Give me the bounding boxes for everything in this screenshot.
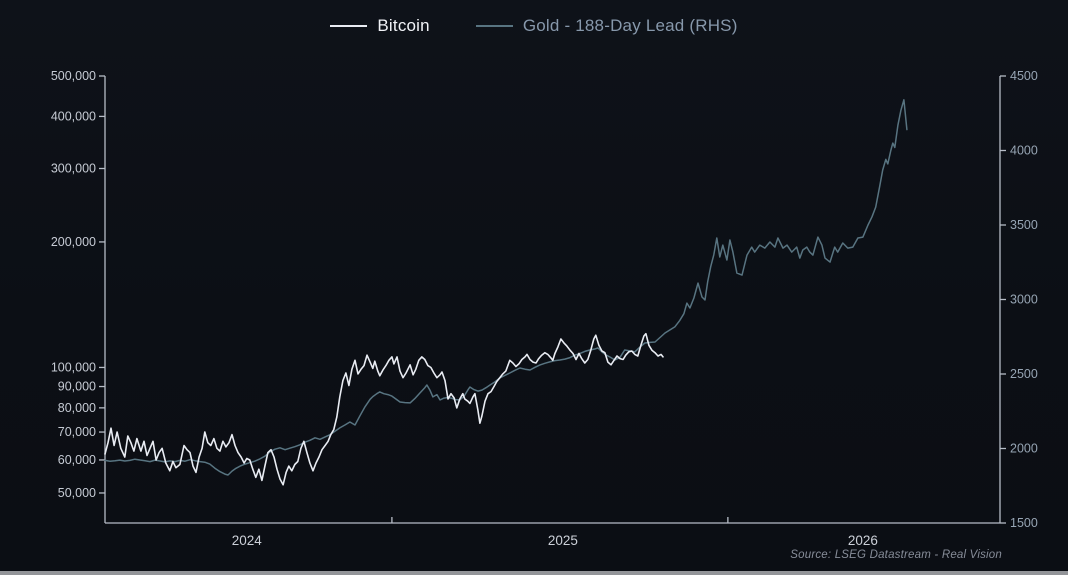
bitcoin-line-swatch [330,25,368,27]
svg-text:500,000: 500,000 [51,69,96,83]
svg-text:2500: 2500 [1010,367,1038,381]
svg-text:50,000: 50,000 [58,486,96,500]
svg-text:1500: 1500 [1010,516,1038,530]
left-axis: 500,000 400,000 300,000 200,000 100,000 90,00… [51,69,105,500]
right-axis: 4500 4000 3500 3000 2500 2000 1500 [1000,69,1038,530]
svg-text:200,000: 200,000 [51,235,96,249]
svg-text:90,000: 90,000 [58,380,96,394]
svg-text:3500: 3500 [1010,218,1038,232]
svg-text:80,000: 80,000 [58,401,96,415]
svg-text:4000: 4000 [1010,144,1038,158]
svg-text:70,000: 70,000 [58,425,96,439]
legend-label-bitcoin: Bitcoin [377,16,430,35]
bitcoin-line [104,332,664,486]
svg-text:2024: 2024 [232,533,263,548]
legend-item-bitcoin: Bitcoin [330,16,430,36]
svg-text:100,000: 100,000 [51,361,96,375]
svg-text:2026: 2026 [848,533,878,548]
legend-item-gold: Gold - 188-Day Lead (RHS) [475,16,738,36]
source-note: Source: LSEG Datastream - Real Vision [790,549,1002,561]
svg-text:60,000: 60,000 [58,453,96,467]
svg-text:4500: 4500 [1010,69,1038,83]
svg-text:2000: 2000 [1010,442,1038,456]
svg-text:400,000: 400,000 [51,110,96,124]
gold-line-swatch [475,25,513,27]
gold-line [104,99,908,476]
legend-label-gold: Gold - 188-Day Lead (RHS) [522,16,738,35]
chart-legend: Bitcoin Gold - 188-Day Lead (RHS) [0,16,1068,36]
x-axis: 2024 2025 2026 [232,517,878,548]
axes [104,76,1001,524]
svg-text:3000: 3000 [1010,293,1038,307]
svg-text:2025: 2025 [548,533,578,548]
svg-text:300,000: 300,000 [51,162,96,176]
bottom-bar [0,571,1068,575]
